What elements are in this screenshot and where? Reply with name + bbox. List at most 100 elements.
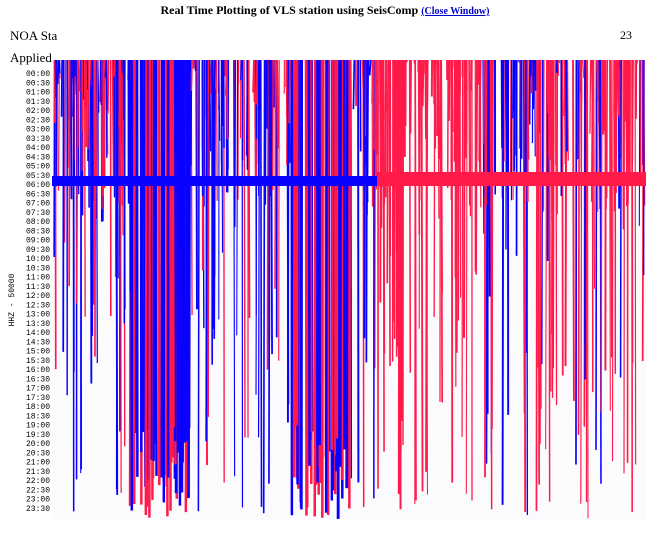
trace <box>420 59 424 492</box>
time-label: 06:00 <box>26 181 50 190</box>
trace <box>121 59 124 236</box>
time-label: 03:00 <box>26 126 50 135</box>
time-label: 11:30 <box>26 283 50 292</box>
trace <box>545 59 548 450</box>
trace <box>535 59 538 511</box>
trace <box>333 59 337 456</box>
trace <box>527 59 530 160</box>
time-label: 09:00 <box>26 237 50 246</box>
time-label: 12:00 <box>26 292 50 301</box>
trace <box>421 59 425 107</box>
trace <box>388 59 391 367</box>
trace <box>616 59 619 68</box>
time-label: 16:00 <box>26 366 50 375</box>
trace <box>274 59 277 289</box>
band <box>52 176 377 186</box>
time-label: 23:00 <box>26 496 50 505</box>
trace <box>276 59 280 149</box>
time-label: 08:30 <box>26 227 50 236</box>
time-label: 10:30 <box>26 264 50 273</box>
trace <box>433 59 436 318</box>
trace <box>504 59 508 182</box>
trace <box>549 59 552 160</box>
trace <box>254 59 257 186</box>
trace <box>247 59 251 318</box>
trace <box>205 59 208 442</box>
trace <box>418 59 421 329</box>
time-label: 04:00 <box>26 144 50 153</box>
trace <box>517 59 520 63</box>
trace <box>116 59 119 279</box>
trace <box>58 59 61 74</box>
time-label: 13:30 <box>26 320 50 329</box>
trace <box>555 59 558 405</box>
trace <box>519 59 522 184</box>
time-label: 04:30 <box>26 153 50 162</box>
trace <box>490 59 494 430</box>
trace <box>361 59 364 98</box>
trace <box>63 59 67 243</box>
time-label: 18:30 <box>26 412 50 421</box>
trace <box>405 59 409 63</box>
time-label: 09:30 <box>26 246 50 255</box>
trace <box>225 59 229 140</box>
trace <box>266 59 270 370</box>
trace <box>96 59 99 179</box>
trace <box>625 59 629 185</box>
close-window-link[interactable]: (Close Window) <box>421 6 490 17</box>
trace <box>386 59 389 284</box>
trace <box>268 59 271 91</box>
trace <box>408 59 412 373</box>
trace <box>395 59 398 251</box>
trace <box>572 59 575 401</box>
trace <box>162 59 166 434</box>
trace <box>600 59 603 412</box>
trace <box>269 59 272 197</box>
trace <box>307 59 311 466</box>
trace <box>634 59 637 465</box>
trace <box>397 59 401 495</box>
trace <box>383 59 386 354</box>
trace <box>539 59 542 445</box>
time-label: 03:30 <box>26 135 50 144</box>
trace <box>94 59 97 357</box>
trace <box>286 59 290 423</box>
trace <box>177 59 182 506</box>
trace <box>255 59 259 105</box>
trace <box>606 59 609 62</box>
header-left-2: Applied <box>10 50 52 65</box>
trace <box>154 59 158 476</box>
time-label: 16:30 <box>26 375 50 384</box>
axis-label: HHZ - 50000 <box>8 273 17 326</box>
trace <box>465 59 468 494</box>
trace <box>548 59 551 502</box>
trace <box>551 59 554 398</box>
time-label: 00:30 <box>26 79 50 88</box>
trace <box>619 59 622 378</box>
trace <box>245 59 249 156</box>
trace <box>580 59 583 504</box>
time-label: 19:30 <box>26 431 50 440</box>
time-label: 05:00 <box>26 163 50 172</box>
trace <box>257 59 261 438</box>
trace <box>240 59 242 81</box>
trace <box>243 59 246 438</box>
trace <box>465 59 467 137</box>
band <box>377 172 646 186</box>
trace <box>234 59 237 227</box>
header-right: 23 <box>620 28 632 42</box>
trace <box>111 59 115 181</box>
time-label: 02:30 <box>26 116 50 125</box>
trace <box>129 59 131 292</box>
trace <box>582 59 585 79</box>
header-left: NOA Sta <box>10 28 58 43</box>
time-label: 07:30 <box>26 209 50 218</box>
time-label: 22:30 <box>26 486 50 495</box>
trace <box>119 59 122 493</box>
time-label: 01:30 <box>26 98 50 107</box>
trace <box>385 59 388 111</box>
trace <box>144 59 148 515</box>
trace <box>577 59 581 435</box>
trace <box>375 59 378 85</box>
